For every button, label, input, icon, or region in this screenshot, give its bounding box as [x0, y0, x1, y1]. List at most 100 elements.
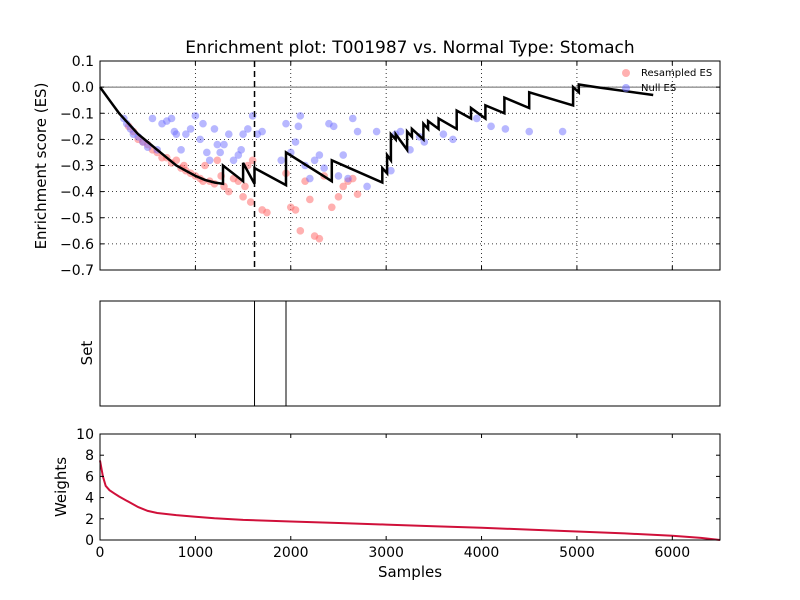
resampled-es-point [327, 203, 336, 212]
es-y-tick-label: −0.5 [60, 211, 94, 227]
null-es-point [310, 156, 319, 165]
resampled-es-point [334, 193, 343, 201]
weights-x-tick-label: 4000 [464, 545, 500, 561]
weights-x-tick-label: 1000 [178, 545, 214, 561]
null-es-point [306, 174, 314, 183]
es-curve-line [98, 83, 654, 188]
null-es-point [525, 127, 534, 136]
null-es-point [244, 125, 252, 133]
weights-y-tick-label: 6 [85, 469, 94, 485]
weights-y-tick-label: 10 [76, 427, 94, 443]
null-es-point [339, 151, 348, 159]
es-y-tick-label: −0.1 [60, 106, 94, 122]
weights-axes-frame [99, 433, 721, 541]
null-es-point [148, 114, 157, 123]
legend-null-marker [622, 84, 630, 92]
es-panel: 0.1 0.0 −0.1 −0.2 −0.3 −0.4 −0.5 −0.6 −0.7 Enric… [32, 54, 721, 279]
resampled-es-point [248, 156, 257, 165]
null-es-point [216, 148, 224, 157]
null-es-point [558, 127, 567, 136]
null-es-point [248, 112, 257, 120]
resampled-es-point [353, 190, 362, 199]
resampled-es-point [339, 182, 348, 191]
null-es-point [472, 114, 481, 123]
null-es-point [487, 122, 495, 131]
null-es-point [177, 146, 185, 154]
null-es-point [372, 127, 381, 136]
resampled-es-point [263, 208, 271, 217]
null-es-point [229, 156, 238, 165]
es-y-tick-label: −0.2 [60, 132, 94, 148]
null-es-points [120, 112, 567, 191]
null-es-point [182, 130, 190, 138]
resampled-es-point [291, 206, 300, 214]
es-y-tick-label: 0.0 [72, 80, 94, 96]
resampled-es-point [213, 156, 222, 165]
null-es-point [344, 174, 352, 183]
null-es-point [329, 122, 338, 131]
null-es-point [291, 138, 300, 146]
weights-x-axis-label: Samples [378, 563, 442, 581]
es-y-tick-label: −0.7 [60, 263, 94, 279]
resampled-es-point [224, 187, 233, 196]
null-es-point [220, 140, 228, 149]
null-es-point [439, 130, 448, 138]
null-es-point [315, 151, 324, 159]
set-y-axis-label: Set [78, 341, 96, 366]
legend-null-label: Null ES [641, 83, 676, 94]
null-es-point [363, 182, 371, 191]
es-y-axis-label: Enrichment score (ES) [32, 83, 50, 250]
resampled-es-point [172, 156, 181, 165]
weights-y-ticks: 0 2 4 6 8 10 [76, 427, 720, 549]
es-y-tick-label: −0.4 [60, 185, 94, 201]
null-es-point [353, 127, 362, 136]
es-curve [98, 83, 654, 188]
null-es-point [199, 119, 207, 128]
null-es-point [348, 114, 357, 123]
null-es-point [196, 135, 204, 144]
resampled-es-point [315, 234, 324, 243]
null-es-point [210, 125, 219, 133]
legend-resampled-label: Resampled ES [641, 68, 712, 79]
null-es-point [186, 125, 195, 133]
weights-y-tick-label: 4 [85, 491, 94, 507]
es-y-tick-label: −0.6 [60, 237, 94, 253]
null-es-point [172, 130, 181, 138]
resampled-es-point [239, 193, 247, 201]
es-y-ticks: 0.1 0.0 −0.1 −0.2 −0.3 −0.4 −0.5 −0.6 −0.7 [60, 54, 720, 279]
weights-x-ticks: 0 1000 2000 3000 4000 5000 6000 [96, 434, 690, 561]
null-es-point [143, 143, 152, 152]
null-es-point [296, 112, 305, 120]
weights-x-tick-label: 5000 [559, 545, 595, 561]
resampled-es-point [241, 182, 249, 191]
null-es-point [396, 127, 405, 136]
weights-y-tick-label: 2 [85, 512, 94, 528]
null-es-point [282, 119, 290, 128]
legend: Resampled ES Null ES [622, 68, 712, 94]
weights-x-tick-label: 0 [96, 545, 105, 561]
weights-y-tick-label: 8 [85, 448, 94, 464]
weights-y-tick-label: 0 [85, 533, 94, 549]
weights-line [99, 460, 721, 541]
null-es-point [224, 130, 233, 138]
set-panel: Set [78, 300, 721, 407]
set-axes-frame [99, 300, 721, 407]
chart-title: Enrichment plot: T001987 vs. Normal Type… [185, 38, 634, 58]
resampled-es-point [296, 227, 305, 235]
set-hit-lines [254, 301, 287, 406]
null-es-point [320, 164, 328, 172]
null-es-point [191, 112, 200, 120]
resampled-es-point [201, 161, 209, 170]
es-y-tick-label: −0.3 [60, 159, 94, 175]
weights-panel: 0 2 4 6 8 10 0 1000 2000 3000 4000 5000 6000 Weight… [52, 427, 721, 581]
null-es-point [258, 127, 266, 136]
es-y-tick-label: 0.1 [72, 54, 94, 70]
weights-curve [99, 460, 721, 541]
null-es-point [239, 130, 247, 138]
null-es-point [449, 135, 457, 144]
null-es-point [167, 114, 176, 123]
null-es-point [294, 122, 303, 131]
null-es-point [334, 172, 343, 180]
null-es-point [237, 146, 245, 154]
